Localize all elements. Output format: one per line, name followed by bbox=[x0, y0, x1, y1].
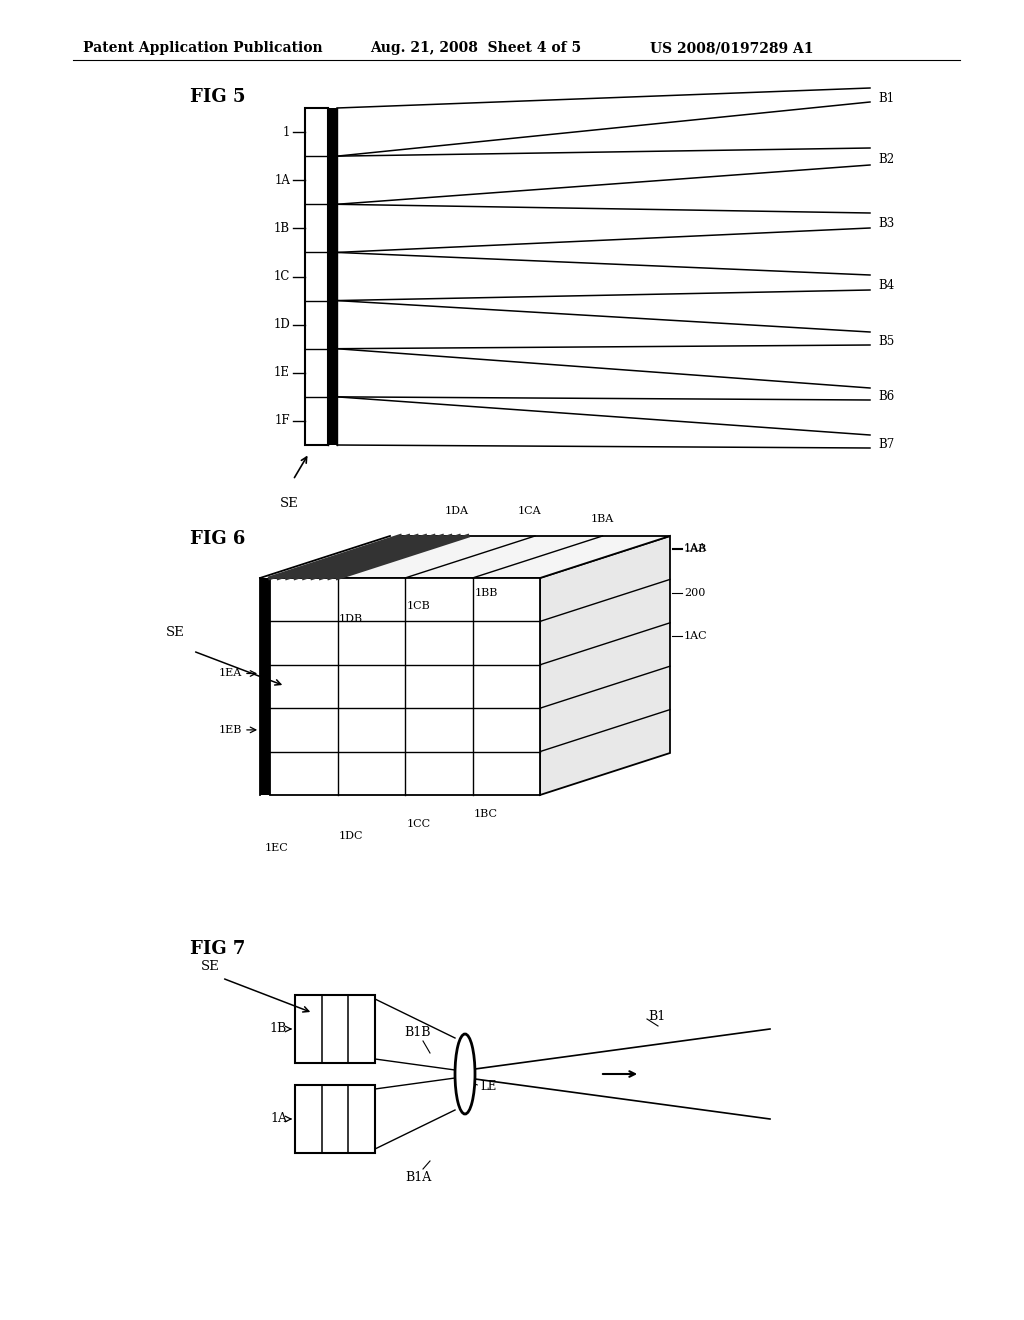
Text: 1AB: 1AB bbox=[684, 544, 708, 554]
Text: 1: 1 bbox=[283, 125, 290, 139]
Bar bbox=[305, 108, 328, 445]
Text: 1E: 1E bbox=[274, 366, 290, 379]
Text: 1DA: 1DA bbox=[444, 506, 469, 516]
Text: 1DB: 1DB bbox=[339, 614, 364, 624]
Text: B4: B4 bbox=[878, 279, 894, 292]
Text: 1BA: 1BA bbox=[591, 513, 614, 524]
Text: 1F: 1F bbox=[274, 414, 290, 428]
Bar bbox=[328, 108, 337, 445]
Bar bbox=[295, 995, 375, 1063]
Text: B1: B1 bbox=[648, 1011, 666, 1023]
Text: B1B: B1B bbox=[404, 1027, 431, 1040]
Text: 1BB: 1BB bbox=[474, 589, 498, 598]
Text: SE: SE bbox=[280, 498, 298, 510]
Text: US 2008/0197289 A1: US 2008/0197289 A1 bbox=[650, 41, 813, 55]
Text: 1EA: 1EA bbox=[219, 668, 242, 678]
Text: 1BC: 1BC bbox=[474, 809, 498, 818]
Text: 1A: 1A bbox=[270, 1113, 287, 1126]
Text: B1A: B1A bbox=[404, 1171, 431, 1184]
Text: LE: LE bbox=[480, 1080, 497, 1093]
Polygon shape bbox=[270, 536, 670, 578]
Text: 1CA: 1CA bbox=[518, 506, 542, 516]
Text: FIG 6: FIG 6 bbox=[190, 531, 246, 548]
Text: 1C: 1C bbox=[273, 271, 290, 282]
Text: 1B: 1B bbox=[273, 222, 290, 235]
Polygon shape bbox=[540, 536, 670, 795]
Text: SE: SE bbox=[202, 960, 220, 973]
Text: 1CB: 1CB bbox=[407, 601, 430, 611]
Text: B5: B5 bbox=[878, 335, 894, 348]
Text: Patent Application Publication: Patent Application Publication bbox=[83, 41, 323, 55]
Text: 1DC: 1DC bbox=[339, 832, 364, 841]
Text: B2: B2 bbox=[878, 153, 894, 166]
Text: 1AA: 1AA bbox=[684, 543, 708, 553]
Text: B3: B3 bbox=[878, 216, 894, 230]
Ellipse shape bbox=[455, 1034, 475, 1114]
Text: B6: B6 bbox=[878, 391, 894, 404]
Text: 1EC: 1EC bbox=[265, 843, 289, 853]
Text: FIG 7: FIG 7 bbox=[190, 940, 246, 958]
Text: FIG 5: FIG 5 bbox=[190, 88, 246, 106]
Text: B1: B1 bbox=[878, 91, 894, 104]
Text: 1A: 1A bbox=[274, 174, 290, 186]
Text: 200: 200 bbox=[684, 587, 706, 598]
Bar bbox=[270, 578, 540, 795]
Text: 1CC: 1CC bbox=[407, 818, 430, 829]
Bar bbox=[295, 1085, 375, 1152]
Text: 1B: 1B bbox=[269, 1023, 287, 1035]
Bar bbox=[260, 578, 270, 795]
Text: 1EB: 1EB bbox=[219, 725, 242, 735]
Text: 1D: 1D bbox=[273, 318, 290, 331]
Text: B7: B7 bbox=[878, 438, 894, 451]
Text: 1AC: 1AC bbox=[684, 631, 708, 642]
Text: Aug. 21, 2008  Sheet 4 of 5: Aug. 21, 2008 Sheet 4 of 5 bbox=[370, 41, 582, 55]
Text: SE: SE bbox=[166, 626, 184, 639]
